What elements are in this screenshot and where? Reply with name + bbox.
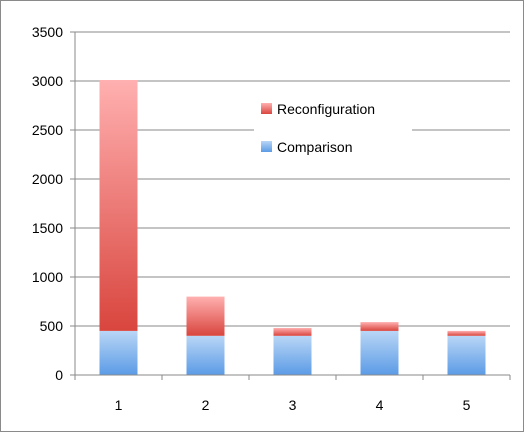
x-tick-label: 3 (289, 397, 297, 413)
bar-comparison-5 (447, 335, 486, 375)
x-tick-label: 1 (115, 397, 123, 413)
legend-swatch-reconfiguration (261, 103, 272, 114)
legend-box (254, 92, 412, 168)
x-tick-label: 4 (376, 397, 384, 413)
y-tick-label: 1000 (32, 269, 63, 285)
legend-label-reconfiguration: Reconfiguration (277, 101, 375, 117)
bar-layer (99, 80, 486, 375)
bar-reconfiguration-1 (99, 80, 138, 331)
bar-reconfiguration-4 (360, 322, 399, 331)
bar-comparison-1 (99, 330, 138, 375)
legend-label-comparison: Comparison (277, 139, 352, 155)
axis-layer: 0 500 1000 1500 2000 2500 3000 3500 1 2 3 4 5 (32, 24, 511, 413)
y-tick-label: 3000 (32, 73, 63, 89)
y-tick-label: 2000 (32, 171, 63, 187)
y-tick-label: 2500 (32, 122, 63, 138)
y-tick-label: 3500 (32, 24, 63, 40)
legend-layer: Reconfiguration Comparison (254, 92, 412, 168)
y-tick-label: 0 (55, 367, 63, 383)
bar-comparison-3 (273, 335, 312, 375)
x-tick-label: 2 (202, 397, 210, 413)
x-tick-label: 5 (463, 397, 471, 413)
y-tick-label: 1500 (32, 220, 63, 236)
bar-reconfiguration-2 (186, 296, 225, 336)
bar-reconfiguration-5 (447, 330, 486, 336)
bar-comparison-2 (186, 335, 225, 375)
legend-swatch-comparison (261, 141, 272, 152)
y-tick-label: 500 (40, 318, 64, 334)
bar-comparison-4 (360, 330, 399, 375)
bar-reconfiguration-3 (273, 327, 312, 336)
